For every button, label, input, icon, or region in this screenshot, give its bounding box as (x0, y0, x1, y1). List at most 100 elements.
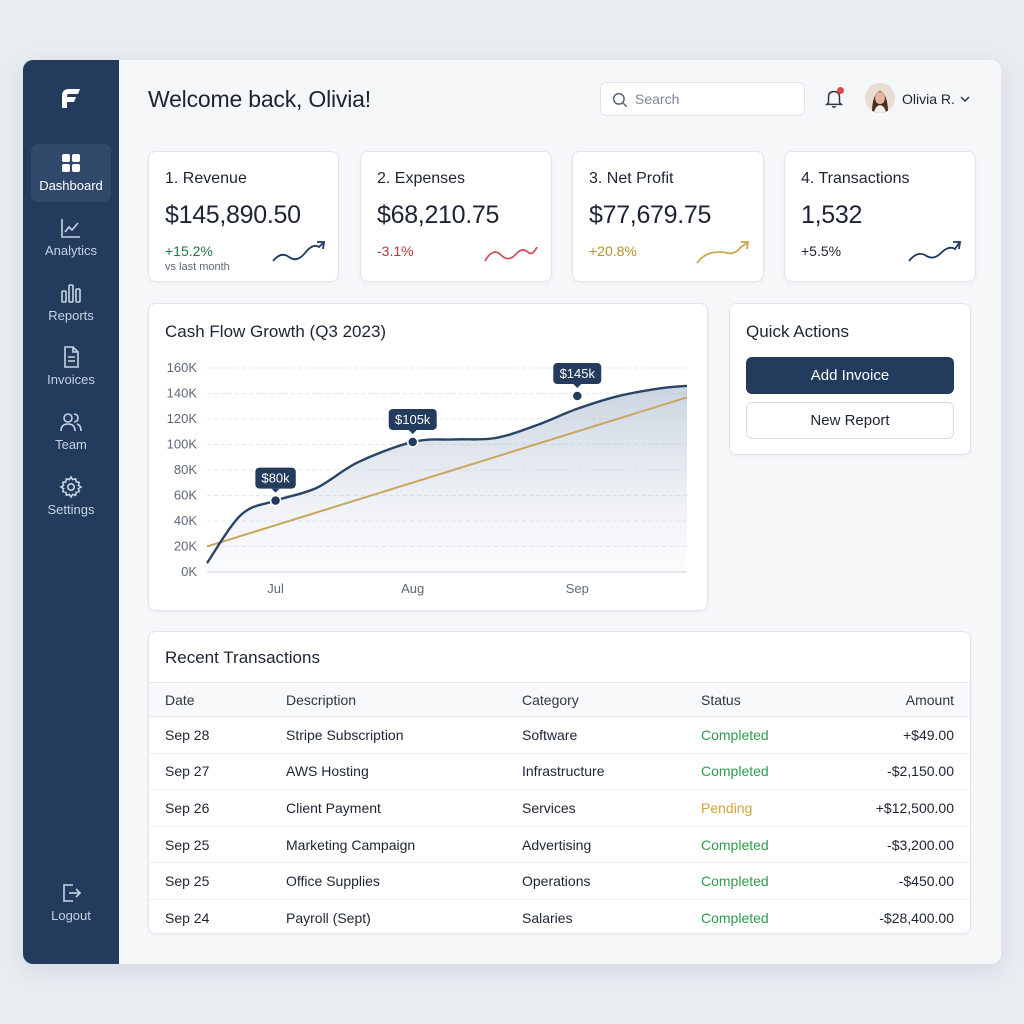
sidebar-item-label: Dashboard (39, 178, 103, 193)
search-box[interactable] (600, 82, 805, 116)
cell-category: Software (522, 716, 701, 754)
column-header-category[interactable]: Category (522, 682, 701, 717)
x-tick-label: Jul (267, 581, 284, 596)
kpi-value: $145,890.50 (165, 201, 301, 229)
data-point (571, 390, 584, 402)
page-title: Welcome back, Olivia! (148, 86, 371, 112)
notifications-button[interactable] (823, 87, 847, 111)
logo-icon (62, 89, 80, 108)
cell-amount: -$28,400.00 (879, 910, 954, 927)
cell-category: Advertising (522, 826, 701, 864)
transactions-card: Recent Transactions Date Description Cat… (148, 631, 971, 934)
x-tick-label: Aug (401, 581, 424, 596)
callout-label: $105k (395, 412, 431, 427)
table-row[interactable]: Sep 28 Stripe Subscription Software Complet… (149, 716, 970, 754)
y-tick-label: 80K (174, 462, 197, 477)
gear-icon (59, 475, 83, 499)
cell-date: Sep 25 (149, 826, 286, 864)
cell-amount: +$12,500.00 (821, 789, 970, 827)
y-tick-label: 140K (167, 386, 198, 401)
logout-button[interactable]: Logout (31, 874, 111, 932)
sidebar-item-invoices[interactable]: Invoices (31, 338, 111, 396)
users-icon (60, 413, 82, 432)
cell-amount: -$2,150.00 (821, 753, 970, 791)
grid-icon (62, 154, 80, 172)
sidebar-item-team[interactable]: Team (31, 403, 111, 461)
transactions-title: Recent Transactions (165, 648, 320, 667)
cell-amount: -$3,200.00 (821, 826, 970, 864)
status-badge: Pending (701, 789, 821, 827)
sidebar-item-label: Team (55, 437, 87, 452)
table-row[interactable]: Sep 25 Office Supplies Operations Completed… (149, 862, 970, 900)
callout-box (388, 408, 437, 430)
area-fill (207, 385, 687, 572)
bell-icon (824, 90, 844, 108)
kpi-title: 1. Revenue (165, 170, 247, 187)
x-tick-label: Sep (566, 581, 589, 596)
cell-description: Marketing Campaign (286, 826, 522, 864)
cell-category: Infrastructure (522, 753, 701, 791)
status-badge: Completed (701, 826, 821, 864)
transactions-table: Date Description Category Status Amount … (149, 682, 970, 936)
table-header-row: Date Description Category Status Amount (149, 682, 970, 717)
line-chart-icon (61, 219, 80, 238)
kpi-title: 3. Net Profit (589, 170, 674, 187)
callout-label: $80k (261, 471, 290, 486)
search-input[interactable] (635, 89, 795, 109)
kpi-card-transactions[interactable]: 4. Transactions 1,532 +5.5% (784, 151, 976, 282)
kpi-value: 1,532 (801, 201, 863, 229)
cell-date: Sep 26 (149, 789, 286, 827)
sidebar-item-label: Invoices (47, 372, 95, 387)
kpi-card-revenue[interactable]: 1. Revenue $145,890.50 +15.2% vs last mo… (148, 151, 339, 282)
new-report-button[interactable]: New Report (746, 402, 954, 439)
sidebar-item-label: Reports (48, 308, 94, 323)
callout-pointer (573, 384, 582, 389)
sidebar-item-analytics[interactable]: Analytics (31, 209, 111, 267)
data-point (406, 436, 419, 448)
sparkline-icon (696, 241, 750, 264)
kpi-change: +15.2% (165, 243, 213, 259)
kpi-change: -3.1% (377, 243, 414, 259)
y-tick-label: 160K (167, 360, 198, 375)
user-name[interactable]: Olivia R. (902, 91, 955, 107)
kpi-value: $68,210.75 (377, 201, 500, 229)
cell-description: Stripe Subscription (286, 716, 522, 754)
quick-actions-card: Quick Actions Add Invoice New Report (729, 303, 971, 455)
sparkline-icon (484, 246, 538, 262)
column-header-status[interactable]: Status (701, 682, 821, 717)
sidebar-item-settings[interactable]: Settings (31, 468, 111, 526)
cashflow-chart: 0K 20K 40K 60K 80K 100K 120K 140K 160K Jul Aug Sep $… (167, 360, 688, 596)
table-row[interactable]: Sep 25 Marketing Campaign Advertising Compl… (149, 826, 970, 864)
kpi-subtext: vs last month (165, 261, 230, 273)
chevron-down-icon[interactable] (959, 93, 971, 105)
document-icon (64, 346, 79, 368)
avatar[interactable] (865, 83, 895, 113)
table-row[interactable]: Sep 24 Payroll (Sept) Salaries Completed -$2… (149, 899, 970, 936)
kpi-card-expenses[interactable]: 2. Expenses $68,210.75 -3.1% (360, 151, 552, 282)
sparkline-icon (908, 241, 962, 262)
table-row[interactable]: Sep 27 AWS Hosting Infrastructure Completed… (149, 753, 970, 791)
kpi-card-net-profit[interactable]: 3. Net Profit $77,679.75 +20.8% (572, 151, 764, 282)
cell-date: Sep 24 (165, 910, 210, 927)
table-row[interactable]: Sep 26 Client Payment Services Pending +$12,… (149, 789, 970, 827)
column-header-date[interactable]: Date (149, 682, 286, 717)
notification-dot (837, 87, 844, 94)
cell-category: Salaries (522, 910, 573, 927)
data-point (269, 494, 282, 507)
kpi-title: 2. Expenses (377, 170, 466, 187)
status-badge: Completed (701, 862, 821, 900)
callout-pointer (271, 488, 280, 493)
column-header-description[interactable]: Description (286, 682, 522, 717)
y-tick-label: 60K (174, 488, 197, 503)
trend-line (206, 396, 688, 548)
column-header-amount[interactable]: Amount (821, 682, 970, 717)
search-icon (612, 92, 628, 108)
callout-pointer (408, 429, 417, 434)
cell-date: Sep 25 (149, 862, 286, 900)
add-invoice-button[interactable]: Add Invoice (746, 357, 954, 394)
sidebar-item-reports[interactable]: Reports (31, 274, 111, 332)
sidebar-item-dashboard[interactable]: Dashboard (31, 144, 111, 202)
cell-amount: +$49.00 (821, 716, 970, 754)
status-badge: Completed (701, 910, 769, 927)
y-tick-label: 100K (167, 437, 198, 452)
